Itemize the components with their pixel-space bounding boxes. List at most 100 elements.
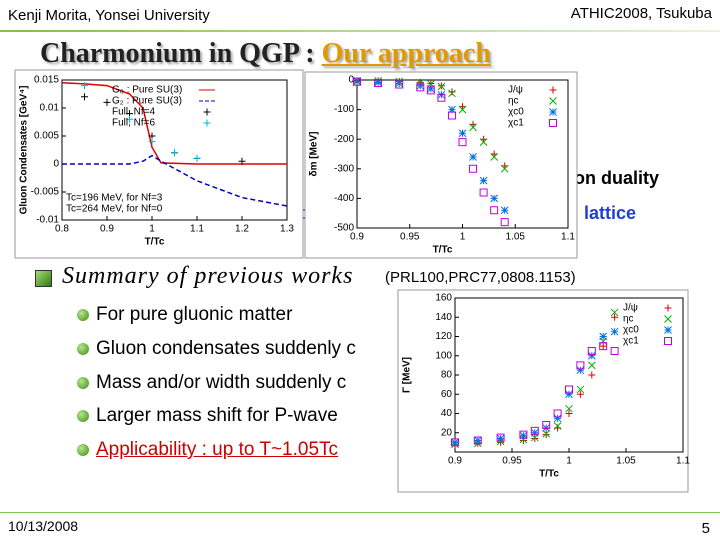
- plot-frame: [61, 79, 288, 221]
- data-point: [458, 105, 467, 114]
- section-bullet: [35, 270, 52, 287]
- legend-label: J/ψ: [623, 303, 638, 314]
- data-point: [530, 428, 539, 437]
- legend-key: [549, 108, 557, 116]
- annotation: Tc=196 MeV, for Nf=3: [66, 193, 163, 204]
- data-point: [447, 111, 456, 120]
- page-number: 5: [701, 520, 710, 537]
- series-line: [62, 154, 288, 207]
- data-point: [599, 342, 607, 350]
- legend-key: [549, 97, 557, 105]
- x-tick-label: 1.2: [235, 224, 249, 235]
- data-point: [490, 194, 499, 203]
- x-tick-label: 0.9: [448, 456, 462, 467]
- legend-key: [664, 326, 672, 334]
- legend-label: ηc: [508, 96, 519, 107]
- y-axis-label: Γ [MeV]: [402, 357, 413, 393]
- y-tick-label: 0.015: [34, 75, 59, 86]
- legend-label: G₀ : Pure SU(3): [112, 85, 182, 96]
- data-point: [437, 90, 446, 99]
- data-point: [576, 390, 584, 398]
- data-point: [496, 433, 505, 442]
- data-point: [451, 438, 459, 447]
- data-point: [490, 153, 499, 161]
- data-point: [479, 188, 488, 197]
- data-point: [542, 429, 551, 438]
- y-axis-label: δm [MeV]: [309, 132, 320, 177]
- bullet-icon: [77, 343, 89, 355]
- x-tick-label: 1: [566, 456, 572, 467]
- data-point: [611, 313, 619, 321]
- bullet-icon: [77, 377, 89, 389]
- data-point: [448, 89, 456, 98]
- legend-key: [664, 304, 672, 312]
- legend-label: J/ψ: [508, 85, 523, 96]
- data-point: [553, 409, 562, 418]
- section-refs: (PRL100,PRC77,0808.1153): [385, 269, 576, 286]
- bullet-icon: [77, 410, 89, 422]
- data-point: [148, 138, 156, 146]
- data-point: [599, 342, 608, 351]
- slide-title: Charmonium in QGP : Our approach: [40, 38, 491, 70]
- x-tick-label: 1: [460, 232, 466, 243]
- y-tick-label: 40: [441, 408, 453, 419]
- x-tick-label: 0.95: [400, 232, 420, 243]
- y-tick-label: -500: [334, 223, 354, 234]
- data-point: [610, 346, 619, 355]
- data-point: [193, 154, 201, 162]
- y-tick-label: 160: [435, 293, 452, 304]
- bullet-icon: [77, 444, 89, 456]
- title-highlight: Our approach: [321, 38, 491, 69]
- data-point: [496, 434, 505, 443]
- x-tick-label: 0.9: [100, 224, 114, 235]
- data-point: [542, 431, 550, 439]
- bullet: Applicability : up to T~1.05Tc: [96, 439, 339, 460]
- data-point: [416, 82, 425, 90]
- y-tick-label: 140: [435, 312, 452, 323]
- legend-key: [203, 108, 211, 116]
- data-point: [530, 426, 539, 435]
- data-point: [469, 123, 477, 132]
- hidden-text: on duality: [574, 168, 659, 188]
- x-tick-label: 1.1: [561, 232, 575, 243]
- data-point: [565, 390, 573, 399]
- y-tick-label: 0.005: [34, 131, 59, 142]
- y-tick-label: -100: [334, 104, 354, 115]
- header-rule: [0, 30, 720, 32]
- data-point: [395, 80, 404, 89]
- y-tick-label: -400: [334, 193, 354, 204]
- y-axis-label: Gluon Condensates [GeV⁴]: [19, 86, 30, 215]
- legend-label: Full, Nf=4: [112, 107, 156, 118]
- author: Kenji Morita, Yonsei University: [8, 7, 210, 24]
- legend-label: χc0: [508, 107, 524, 118]
- y-tick-label: 0: [53, 159, 59, 170]
- legend-key: [664, 315, 672, 323]
- legend-label: G₂ : Pure SU(3): [112, 96, 182, 107]
- data-point: [565, 385, 573, 394]
- data-point: [374, 78, 382, 87]
- data-point: [416, 83, 425, 92]
- data-point: [542, 424, 551, 432]
- y-tick-label: -0.005: [31, 187, 60, 198]
- y-tick-label: 0.01: [40, 103, 60, 114]
- y-tick-label: 80: [441, 370, 453, 381]
- bullet-icon: [77, 309, 89, 321]
- data-point: [103, 98, 111, 106]
- data-point: [610, 308, 619, 317]
- x-tick-label: 1: [149, 224, 155, 235]
- data-point: [353, 77, 361, 86]
- data-point: [437, 82, 446, 91]
- data-point: [588, 371, 596, 379]
- x-tick-label: 1.1: [190, 224, 204, 235]
- footer-rule: [0, 512, 720, 513]
- data-point: [469, 164, 478, 173]
- legend-key: [664, 337, 672, 345]
- legend-label: χc0: [623, 325, 639, 336]
- x-tick-label: 1.05: [506, 232, 526, 243]
- y-tick-label: -0.01: [36, 215, 59, 226]
- data-point: [576, 385, 585, 394]
- y-tick-label: 120: [435, 331, 452, 342]
- bullet: Gluon condensates suddenly c: [96, 338, 356, 359]
- data-point: [576, 366, 585, 375]
